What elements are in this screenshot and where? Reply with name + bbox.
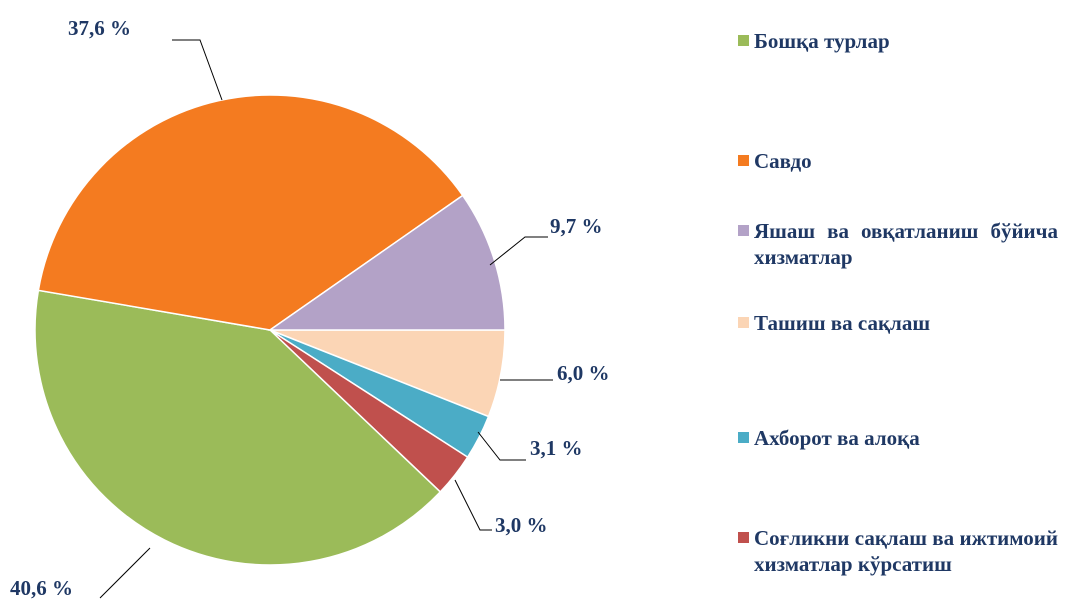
- data-label: 40,6 %: [10, 576, 73, 600]
- legend-item: Бошқа турлар: [738, 28, 1058, 54]
- legend-swatch: [738, 155, 749, 166]
- pie-slice: [267, 194, 506, 331]
- legend-swatch: [738, 225, 749, 236]
- legend-swatch: [738, 432, 749, 443]
- data-label: 3,0 %: [495, 513, 548, 537]
- legend-swatch: [738, 532, 749, 543]
- legend-item: Савдо: [738, 148, 1058, 174]
- legend-label: Ахборот ва алоқа: [754, 426, 920, 450]
- data-label: 6,0 %: [557, 361, 610, 385]
- data-label: 9,7 %: [550, 214, 603, 238]
- pie-slice: [34, 289, 442, 566]
- pie-slice: [37, 94, 464, 331]
- legend-swatch: [738, 35, 749, 46]
- leader-line: [477, 431, 526, 461]
- leader-line: [99, 547, 151, 599]
- data-label: 3,1 %: [530, 436, 583, 460]
- leader-line: [454, 479, 492, 531]
- legend-item: Соғликни сақлаш ва ижтимоий хизматлар кў…: [738, 525, 1058, 577]
- legend-label: Бошқа турлар: [754, 29, 890, 53]
- legend-label: Яшаш ва овқатланиш бўйича хизматлар: [754, 219, 1058, 269]
- legend-item: Яшаш ва овқатланиш бўйича хизматлар: [738, 218, 1058, 270]
- leader-line: [489, 236, 548, 266]
- legend-label: Соғликни сақлаш ва ижтимоий хизматлар кў…: [754, 526, 1058, 576]
- legend-item: Ташиш ва сақлаш: [738, 310, 1058, 336]
- legend-label: Ташиш ва сақлаш: [754, 311, 931, 335]
- legend-item: Ахборот ва алоқа: [738, 425, 1058, 451]
- data-label: 37,6 %: [68, 16, 131, 40]
- legend-swatch: [738, 317, 749, 328]
- leader-line: [172, 39, 223, 101]
- legend-label: Савдо: [754, 149, 812, 173]
